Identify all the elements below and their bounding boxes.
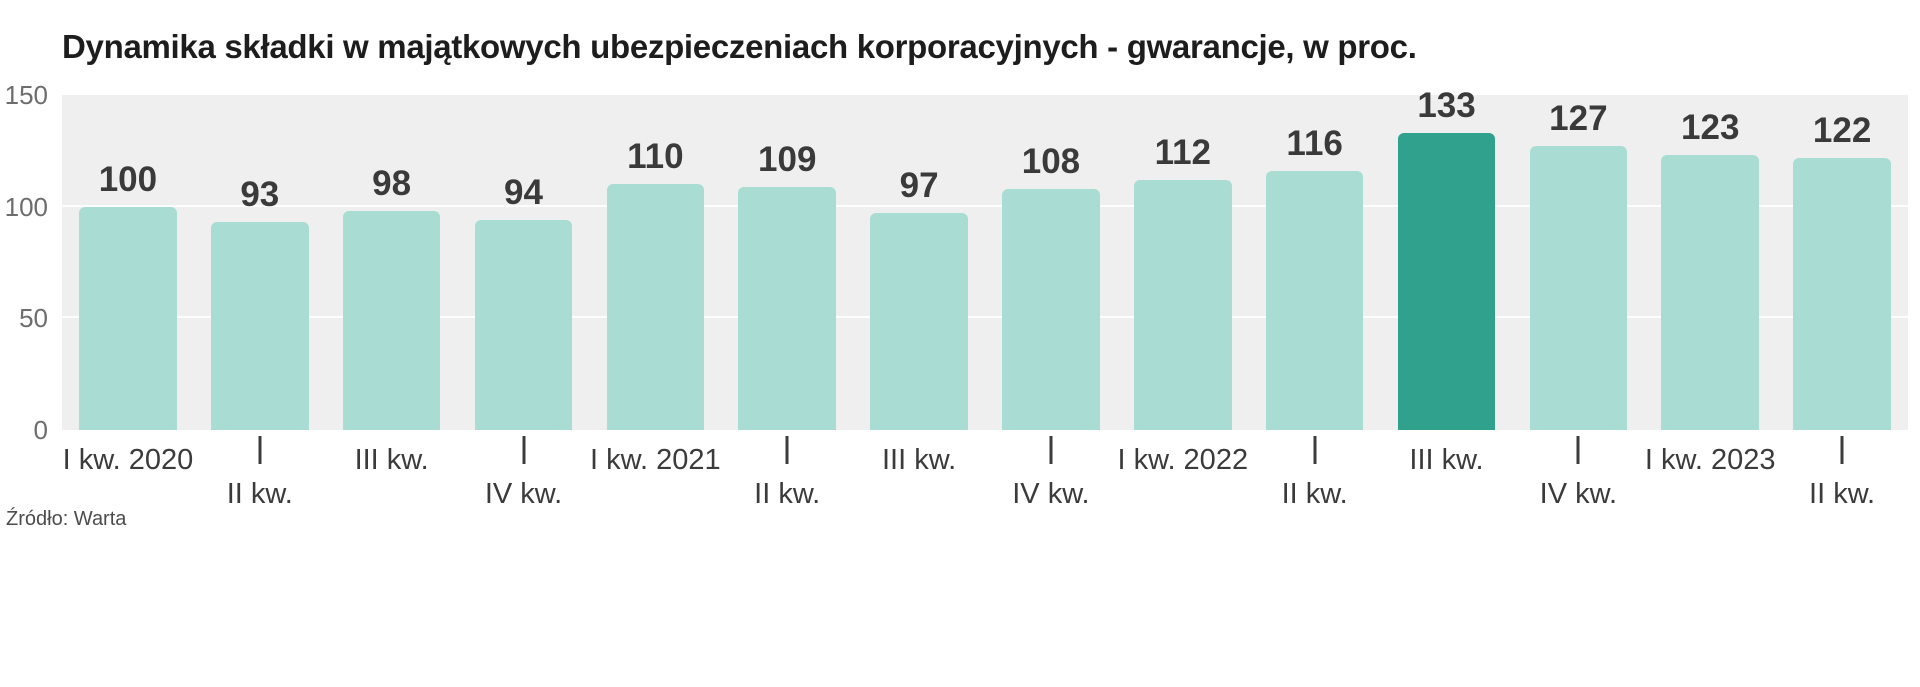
x-axis: I kw. 2020 II kw. III kw. IV kw. I kw. 2021 I…: [62, 430, 1908, 530]
bar-value-label: 108: [1021, 141, 1081, 181]
bar-column: 93: [194, 95, 326, 430]
bar-column: 127: [1512, 95, 1644, 430]
bar: [1793, 157, 1891, 430]
y-axis: 0 50 100 150: [0, 82, 52, 443]
x-axis-label: III kw.: [1409, 444, 1484, 476]
source-note: Źródło: Warta: [6, 508, 127, 530]
bar-column: 100: [62, 95, 194, 430]
bar-value-label: 94: [504, 173, 543, 213]
bar-value-label: 116: [1286, 123, 1343, 163]
x-axis-label: I kw. 2020: [62, 444, 194, 476]
x-axis-label: IV kw.: [1539, 478, 1618, 510]
x-axis-label: IV kw.: [484, 478, 563, 510]
bar-column: 109: [721, 95, 853, 430]
x-tick: [1313, 436, 1317, 464]
x-tick: [1576, 436, 1580, 464]
bar: [474, 220, 573, 430]
bar-value-label: 127: [1549, 99, 1608, 139]
bar: [1134, 179, 1232, 430]
x-tick: [522, 436, 525, 464]
bars-group: 100 93 98 94 110 109 97 108 112 116 133 127 123 122: [62, 88, 1908, 430]
x-axis-label: II kw.: [1809, 478, 1876, 510]
bar: [342, 211, 441, 430]
x-tick: [1049, 436, 1053, 464]
bar-value-label: 133: [1417, 85, 1476, 125]
x-axis-label: II kw.: [226, 478, 293, 510]
bar-value-label: 109: [758, 139, 817, 179]
bar-value-label: 122: [1812, 110, 1872, 150]
x-axis-label: IV kw.: [1012, 478, 1090, 510]
x-tick: [258, 436, 262, 464]
bar-value-label: 110: [627, 137, 684, 177]
x-axis-label: I kw. 2021: [590, 444, 721, 476]
x-axis-label: I kw. 2022: [1117, 444, 1249, 476]
bar-column: 133: [1381, 88, 1513, 430]
bar: [79, 206, 177, 430]
x-axis-label: I kw. 2023: [1644, 444, 1776, 476]
plot-area: 100 93 98 94 110 109 97 108 112 116 133 127 123 122: [62, 88, 1908, 430]
y-axis-label: 0: [33, 415, 48, 445]
bar-column: 110: [589, 95, 721, 430]
bar: [1661, 155, 1760, 430]
bar-column: 112: [1117, 95, 1249, 430]
bar: [870, 213, 968, 430]
bar-column: 123: [1644, 95, 1776, 430]
bar-column: 122: [1776, 95, 1908, 430]
bar-value-label: 93: [240, 175, 280, 215]
bar-column: 108: [985, 95, 1117, 430]
x-axis-label: II kw.: [1281, 478, 1348, 510]
bar: [1265, 170, 1364, 430]
gridline: [62, 316, 1908, 319]
y-axis-label: 50: [19, 303, 48, 334]
bar-value-label: 97: [899, 166, 939, 206]
gridline: [62, 204, 1908, 207]
bar: [738, 186, 836, 430]
y-axis-label: 100: [4, 191, 48, 222]
x-tick: [785, 436, 789, 464]
x-axis-label: II kw.: [754, 478, 821, 510]
bar: [1002, 188, 1100, 430]
bar-column: 94: [458, 95, 590, 430]
x-axis-label: III kw.: [881, 444, 957, 476]
bar: [211, 222, 309, 430]
bar: [606, 184, 705, 430]
chart-title: Dynamika składki w majątkowych ubezpiecz…: [62, 28, 1417, 65]
bar-value-label: 112: [1154, 132, 1212, 172]
bar-column: 97: [853, 95, 985, 430]
x-axis-label: III kw.: [354, 444, 429, 476]
bar-value-label: 100: [98, 159, 158, 199]
y-axis-label: 150: [4, 80, 48, 110]
x-tick: [1840, 436, 1844, 464]
bar-column: 116: [1249, 95, 1381, 430]
bar-value-label: 123: [1681, 108, 1740, 148]
bar: [1529, 146, 1628, 430]
bar-value-label: 98: [372, 164, 412, 204]
bar-highlighted: [1397, 132, 1496, 430]
bar-column: 98: [326, 95, 458, 430]
